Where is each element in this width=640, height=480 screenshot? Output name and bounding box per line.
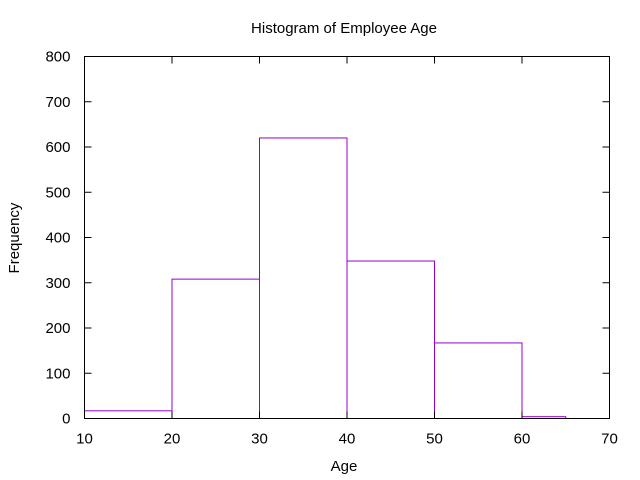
y-axis-label: Frequency [6,202,23,273]
y-tick-label-8: 800 [45,49,70,66]
y-tick-label-4: 400 [45,230,70,247]
histogram-bar-0 [84,410,173,419]
x-tick-label-6: 70 [601,431,618,448]
y-tick-label-7: 700 [45,94,70,111]
plot-frame [84,56,610,419]
bars-group [84,137,567,420]
x-tick-label-4: 50 [426,431,443,448]
y-tick-label-3: 300 [45,275,70,292]
y-tick-label-1: 100 [45,365,70,382]
chart-title: Histogram of Employee Age [251,20,437,37]
histogram-bar-2 [259,137,348,419]
histogram-bar-3 [346,260,435,419]
histogram-bar-1 [171,278,260,419]
y-tick-label-5: 500 [45,184,70,201]
x-axis-label: Age [331,458,358,475]
y-tick-label-6: 600 [45,139,70,156]
x-tick-label-3: 40 [339,431,356,448]
y-tick-label-0: 0 [62,411,70,428]
ticks-group: 0 100 200 300 400 500 600 700 800 10 20 30 40 50 60 70 [45,49,617,448]
x-tick-label-1: 20 [164,431,181,448]
x-tick-label-2: 30 [251,431,268,448]
y-tick-label-2: 200 [45,320,70,337]
x-tick-label-5: 60 [514,431,531,448]
x-tick-label-0: 10 [76,431,93,448]
histogram-bar-4 [434,342,523,419]
